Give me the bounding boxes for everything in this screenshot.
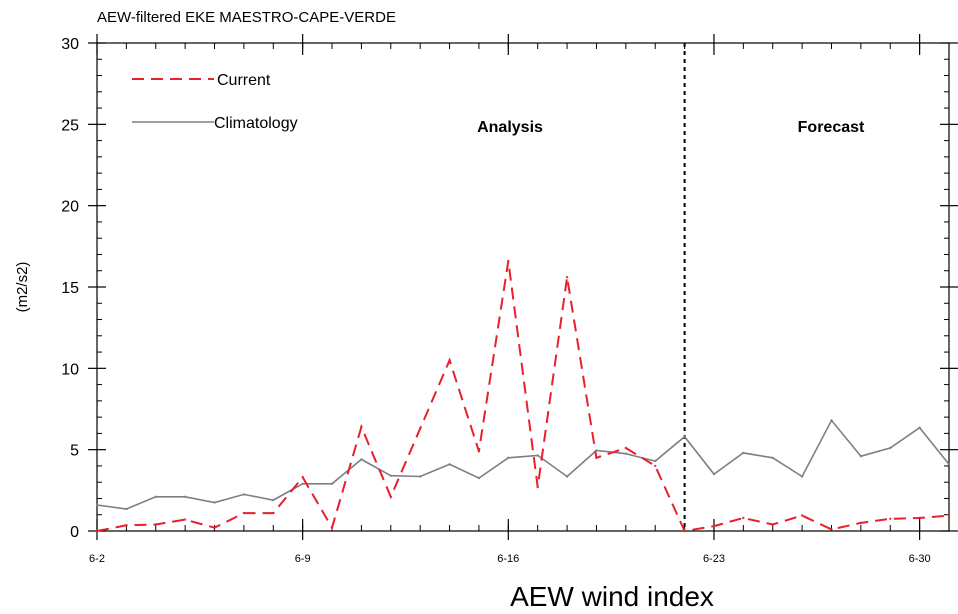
- climatology-point: [360, 458, 363, 461]
- current-point: [565, 276, 569, 279]
- legend-climatology-label: Climatology: [214, 115, 298, 132]
- climatology-point: [771, 456, 774, 459]
- current-point: [301, 476, 304, 479]
- climatology-point: [125, 507, 128, 511]
- climatology-point: [859, 455, 863, 458]
- climatology-point: [947, 463, 951, 466]
- current-point: [683, 529, 686, 533]
- current-point: [859, 521, 863, 525]
- y-tick-labels: 0 5 10 15 20 25 30: [61, 36, 79, 541]
- current-point: [242, 511, 246, 515]
- current-point: [183, 518, 187, 521]
- y-tick-label: 5: [70, 443, 79, 460]
- current-point: [330, 526, 334, 529]
- y-tick-label: 25: [61, 117, 79, 134]
- current-point: [800, 514, 804, 517]
- x-axis-label: AEW wind index: [510, 581, 714, 612]
- current-point: [477, 450, 481, 453]
- current-point: [507, 259, 510, 263]
- current-point: [595, 456, 598, 459]
- chart-title: AEW-filtered EKE MAESTRO-CAPE-VERDE: [97, 9, 396, 26]
- x-tick-label: 6-2: [89, 553, 105, 565]
- current-point: [654, 464, 657, 468]
- x-tick-labels: 6-2 6-9 6-16 6-23 6-30: [89, 553, 931, 565]
- current-point: [742, 516, 745, 520]
- climatology-point: [183, 495, 187, 498]
- climatology-point: [683, 435, 686, 438]
- climatology-point: [565, 475, 569, 478]
- climatology-point: [889, 446, 892, 450]
- climatology-point: [595, 449, 598, 452]
- current-point: [830, 528, 833, 531]
- climatology-point: [448, 463, 451, 466]
- legend-current-label: Current: [217, 72, 271, 89]
- climatology-point: [301, 482, 304, 485]
- current-point: [947, 514, 951, 517]
- x-tick-label: 6-30: [909, 553, 931, 565]
- climatology-point: [712, 472, 716, 476]
- current-point: [360, 425, 363, 429]
- x-tick-label: 6-9: [295, 553, 311, 565]
- climatology-point: [154, 495, 157, 498]
- y-tick-label: 0: [70, 524, 79, 541]
- forecast-label: Forecast: [798, 119, 865, 136]
- climatology-point: [419, 475, 422, 478]
- tick-marks: [88, 34, 958, 540]
- current-point: [154, 523, 157, 526]
- current-point: [272, 511, 275, 515]
- analysis-label: Analysis: [477, 119, 543, 136]
- climatology-point: [389, 474, 392, 477]
- y-tick-label: 10: [61, 361, 79, 378]
- legend: Current Climatology: [132, 72, 298, 132]
- series-points: [95, 259, 951, 533]
- climatology-point: [536, 454, 539, 457]
- current-point: [213, 526, 216, 529]
- climatology-point: [742, 451, 745, 455]
- climatology-point: [213, 501, 216, 504]
- current-point: [448, 359, 451, 362]
- climatology-point: [654, 459, 657, 463]
- current-point: [536, 485, 539, 489]
- climatology-point: [242, 493, 246, 496]
- current-point: [624, 446, 627, 450]
- x-tick-label: 6-16: [497, 553, 519, 565]
- current-point: [419, 427, 422, 430]
- current-point: [125, 524, 128, 527]
- climatology-point: [624, 452, 627, 455]
- climatology-point: [330, 482, 334, 485]
- y-axis-label: (m2/s2): [14, 262, 31, 313]
- current-point: [889, 517, 892, 520]
- current-series-line: [96, 260, 950, 533]
- climatology-point: [477, 476, 481, 480]
- climatology-point: [507, 456, 510, 459]
- climatology-point: [800, 475, 804, 478]
- current-point: [712, 524, 716, 528]
- current-point: [771, 523, 774, 526]
- x-tick-label: 6-23: [703, 553, 725, 565]
- current-point: [95, 529, 99, 533]
- y-tick-label: 30: [61, 36, 79, 53]
- climatology-series-line: [96, 418, 950, 510]
- climatology-point: [830, 419, 833, 422]
- y-tick-label: 20: [61, 199, 79, 216]
- current-point: [918, 516, 921, 520]
- y-tick-label: 15: [61, 280, 79, 297]
- climatology-point: [272, 498, 275, 502]
- climatology-point: [95, 503, 99, 507]
- current-point: [389, 495, 392, 498]
- climatology-point: [918, 426, 921, 429]
